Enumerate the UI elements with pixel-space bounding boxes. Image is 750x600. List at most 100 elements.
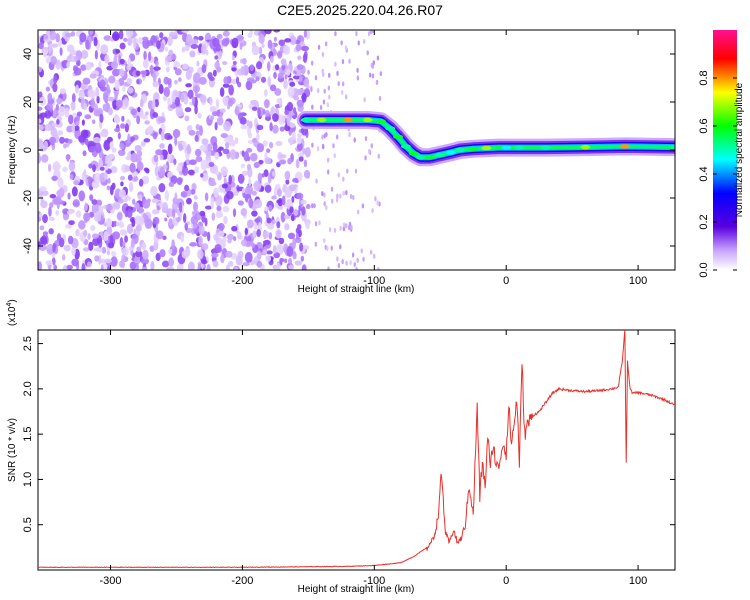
noise-blob (258, 46, 263, 55)
noise-blob (171, 54, 177, 60)
noise-blob (235, 255, 243, 266)
y-tick-label: -20 (22, 190, 34, 206)
noise-blob (303, 30, 307, 38)
noise-blob (222, 30, 230, 37)
noise-blob (240, 124, 248, 130)
noise-blob (103, 172, 108, 180)
noise-blob (277, 50, 283, 59)
noise-blob (110, 256, 118, 267)
noise-blob (357, 209, 360, 215)
noise-blob (196, 60, 200, 67)
noise-blob (184, 222, 189, 231)
noise-blob (199, 125, 203, 136)
top-x-axis-label: Height of straight line (km) (298, 284, 415, 295)
noise-blob (301, 45, 310, 52)
noise-blob (187, 89, 194, 100)
noise-blob (314, 75, 318, 81)
noise-blob (163, 95, 168, 102)
noise-blob (199, 94, 207, 103)
noise-blob (69, 173, 74, 180)
noise-blob (339, 225, 342, 231)
noise-blob (39, 225, 45, 231)
noise-blob (119, 142, 125, 150)
noise-blob (176, 177, 183, 186)
noise-blob (206, 264, 211, 270)
noise-blob (67, 138, 73, 144)
noise-blob (174, 68, 182, 76)
noise-blob (106, 250, 111, 256)
noise-blob (242, 64, 250, 76)
noise-blob (220, 254, 225, 264)
noise-blob (185, 34, 193, 46)
noise-blob (88, 145, 96, 153)
noise-blob (201, 43, 207, 55)
noise-blob (161, 202, 169, 213)
noise-blob (240, 66, 244, 76)
noise-blob (91, 199, 98, 205)
noise-blob (341, 259, 344, 265)
noise-blob (225, 264, 230, 270)
noise-blob (245, 80, 253, 91)
noise-blob (296, 88, 305, 96)
noise-blob (181, 249, 190, 259)
noise-blob (237, 231, 242, 240)
noise-blob (378, 201, 381, 207)
noise-blob (114, 91, 118, 101)
noise-blob (55, 33, 60, 43)
noise-blob (139, 215, 145, 226)
noise-blob (255, 76, 260, 82)
noise-blob (133, 256, 141, 265)
noise-blob (379, 71, 383, 77)
noise-blob (258, 33, 265, 44)
noise-blob (297, 55, 302, 61)
noise-blob (138, 178, 144, 187)
y-tick-label: -40 (22, 238, 34, 254)
noise-blob (102, 104, 107, 112)
noise-blob (296, 224, 302, 230)
noise-blob (100, 44, 109, 55)
noise-blob (195, 124, 201, 131)
noise-blob (82, 77, 91, 85)
colorbar-tick-label: 0.4 (698, 166, 710, 181)
noise-blob (278, 39, 286, 46)
noise-blob (345, 190, 348, 196)
noise-blob (68, 161, 76, 172)
noise-blob (53, 74, 58, 85)
noise-blob (225, 250, 233, 258)
noise-blob (43, 140, 49, 150)
noise-blob (372, 60, 375, 66)
noise-blob (208, 181, 217, 186)
noise-blob (267, 76, 272, 87)
x-tick-label: 0 (503, 275, 509, 287)
noise-blob (67, 192, 71, 200)
noise-blob (178, 111, 185, 116)
noise-blob (83, 212, 91, 222)
noise-blob (286, 116, 291, 127)
noise-blob (119, 175, 126, 181)
noise-blob (323, 133, 326, 139)
noise-blob (152, 132, 158, 140)
noise-blob (239, 116, 247, 125)
noise-blob (273, 30, 281, 33)
noise-blob (123, 197, 128, 203)
noise-blob (74, 55, 78, 63)
noise-blob (336, 134, 339, 140)
noise-blob (293, 75, 301, 80)
noise-blob (47, 163, 52, 172)
noise-blob (287, 232, 296, 240)
noise-blob (264, 206, 269, 212)
noise-blob (327, 169, 330, 175)
noise-blob (178, 143, 183, 152)
noise-blob (141, 175, 150, 185)
noise-blob (278, 159, 286, 165)
noise-blob (103, 231, 109, 242)
noise-blob (84, 202, 88, 211)
noise-blob (342, 222, 346, 228)
noise-blob (128, 182, 134, 193)
noise-blob (136, 246, 142, 253)
noise-blob (89, 194, 94, 201)
noise-blob (301, 206, 306, 216)
noise-blob (187, 169, 195, 176)
noise-blob (119, 42, 126, 50)
